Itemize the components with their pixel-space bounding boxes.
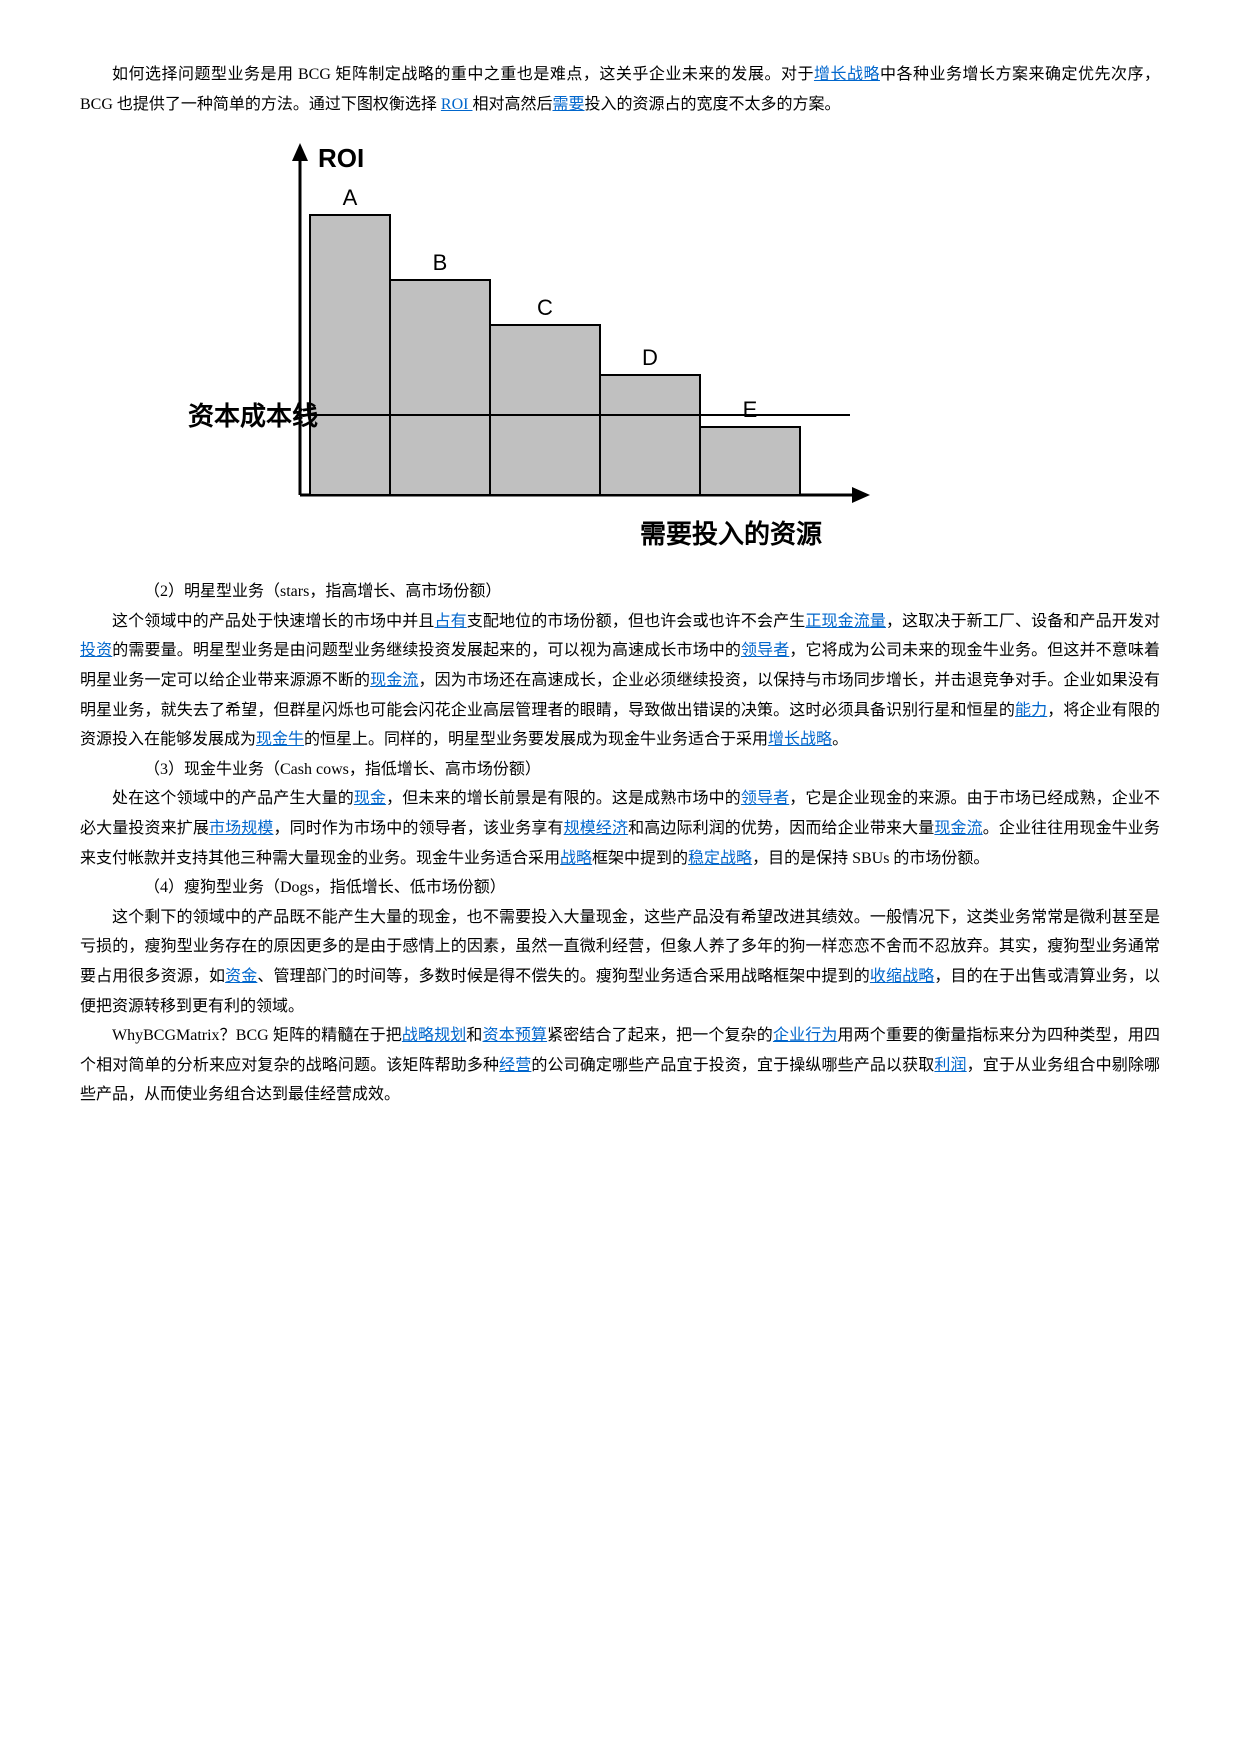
text: 的公司确定哪些产品宜于投资，宜于操纵哪些产品以获取: [531, 1057, 934, 1074]
section-2-title: （2）明星型业务（stars，指高增长、高市场份额）: [80, 577, 1160, 607]
svg-text:需要投入的资源: 需要投入的资源: [640, 519, 822, 549]
text: 处在这个领域中的产品产生大量的: [112, 790, 354, 807]
section-5-body: WhyBCGMatrix？BCG 矩阵的精髓在于把战略规划和资本预算紧密结合了起…: [80, 1021, 1160, 1110]
link-cashflow-2[interactable]: 现金流: [934, 820, 982, 837]
link-strategic-planning[interactable]: 战略规划: [402, 1027, 467, 1044]
svg-text:E: E: [743, 397, 758, 422]
link-cash-cow[interactable]: 现金牛: [256, 731, 304, 748]
svg-text:B: B: [433, 250, 448, 275]
text: WhyBCGMatrix？BCG 矩阵的精髓在于把: [112, 1027, 402, 1044]
link-occupy[interactable]: 占有: [434, 613, 466, 630]
text: 的需要量。明星型业务是由问题型业务继续投资发展起来的，可以视为高速成长市场中的: [112, 642, 741, 659]
svg-text:C: C: [537, 295, 553, 320]
link-positive-cashflow[interactable]: 正现金流量: [805, 613, 886, 630]
paragraph-intro: 如何选择问题型业务是用 BCG 矩阵制定战略的重中之重也是难点，这关乎企业未来的…: [80, 60, 1160, 119]
link-profit[interactable]: 利润: [934, 1057, 966, 1074]
link-ability[interactable]: 能力: [1015, 702, 1047, 719]
link-enterprise-behavior[interactable]: 企业行为: [773, 1027, 838, 1044]
text: 和高边际利润的优势，因而给企业带来大量: [628, 820, 934, 837]
link-leader-2[interactable]: 领导者: [741, 790, 789, 807]
text: 如何选择问题型业务是用 BCG 矩阵制定战略的重中之重也是难点，这关乎企业未来的…: [112, 66, 814, 83]
link-cash[interactable]: 现金: [354, 790, 386, 807]
text: ，目的是保持 SBUs 的市场份额。: [752, 850, 989, 867]
link-capital-budget[interactable]: 资本预算: [483, 1027, 548, 1044]
text: 框架中提到的: [592, 850, 688, 867]
text: 相对高然后: [472, 96, 552, 113]
section-4-body: 这个剩下的领域中的产品既不能产生大量的现金，也不需要投入大量现金，这些产品没有希…: [80, 903, 1160, 1021]
text: 和: [466, 1027, 482, 1044]
link-operation[interactable]: 经营: [499, 1057, 531, 1074]
link-market-scale[interactable]: 市场规模: [209, 820, 273, 837]
text: 的恒星上。同样的，明星型业务要发展成为现金牛业务适合于采用: [304, 731, 768, 748]
text: 、管理部门的时间等，多数时候是得不偿失的。瘦狗型业务适合采用战略框架中提到的: [257, 968, 870, 985]
svg-text:资本成本线: 资本成本线: [188, 401, 318, 431]
section-4-title: （4）瘦狗型业务（Dogs，指低增长、低市场份额）: [80, 873, 1160, 903]
link-leader[interactable]: 领导者: [741, 642, 789, 659]
link-strategy[interactable]: 战略: [560, 850, 592, 867]
text: ，这取决于新工厂、设备和产品开发对: [886, 613, 1160, 630]
svg-text:ROI: ROI: [318, 143, 364, 173]
text: ，同时作为市场中的领导者，该业务享有: [273, 820, 563, 837]
link-roi[interactable]: ROI: [441, 96, 473, 113]
link-growth-strategy-2[interactable]: 增长战略: [768, 731, 832, 748]
text: ，但未来的增长前景是有限的。这是成熟市场中的: [386, 790, 741, 807]
link-retrench-strategy[interactable]: 收缩战略: [870, 968, 934, 985]
link-stable-strategy[interactable]: 稳定战略: [688, 850, 752, 867]
section-3-body: 处在这个领域中的产品产生大量的现金，但未来的增长前景是有限的。这是成熟市场中的领…: [80, 784, 1160, 873]
roi-chart: ROI A B C D E 资本成本线需要投入的资源: [180, 133, 1160, 563]
text: 紧密结合了起来，把一个复杂的: [547, 1027, 773, 1044]
text: 这个领域中的产品处于快速增长的市场中并且: [112, 613, 434, 630]
text: 支配地位的市场份额，但也许会或也许不会产生: [467, 613, 806, 630]
svg-text:A: A: [343, 185, 358, 210]
section-3-title: （3）现金牛业务（Cash cows，指低增长、高市场份额）: [80, 755, 1160, 785]
section-2-body: 这个领域中的产品处于快速增长的市场中并且占有支配地位的市场份额，但也许会或也许不…: [80, 607, 1160, 755]
text: 投入的资源占的宽度不太多的方案。: [585, 96, 841, 113]
link-cashflow[interactable]: 现金流: [370, 672, 418, 689]
svg-text:D: D: [642, 345, 658, 370]
text: 。: [832, 731, 848, 748]
link-investment[interactable]: 投资: [80, 642, 112, 659]
link-funds[interactable]: 资金: [225, 968, 257, 985]
link-scale-economy[interactable]: 规模经济: [564, 820, 628, 837]
link-need[interactable]: 需要: [552, 96, 584, 113]
link-growth-strategy[interactable]: 增长战略: [814, 66, 880, 83]
